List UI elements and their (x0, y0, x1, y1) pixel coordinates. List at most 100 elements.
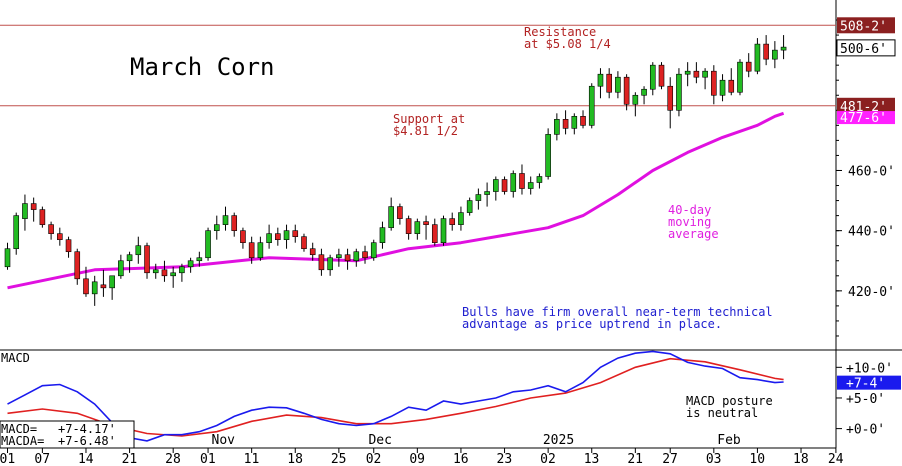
candle-up (257, 242, 264, 259)
candle-up (152, 269, 159, 274)
date-tick-label: 03 (706, 452, 722, 466)
date-tick-label: 24 (828, 452, 844, 466)
candle-up (327, 257, 333, 271)
candle-up (702, 70, 708, 78)
candle-up (466, 200, 473, 213)
chart-title: March Corn (130, 53, 275, 81)
candle-up (780, 46, 787, 51)
candle-up (649, 64, 656, 90)
ma-annotation-line1: 40-day (668, 203, 711, 217)
candle-down (30, 203, 37, 210)
date-tick-label: 02 (540, 452, 556, 466)
candle-up (554, 119, 560, 135)
candle-down (423, 221, 429, 225)
macd-title: MACD (1, 351, 30, 365)
macd-tick-label: +0-0' (846, 423, 885, 438)
macd-tick-label: +5-0' (846, 392, 885, 407)
candle-down (711, 70, 717, 96)
ma-annotation-line2: moving (668, 215, 711, 229)
date-tick-label: 18 (793, 452, 809, 466)
candle-down (65, 239, 72, 253)
candle-down (100, 284, 107, 289)
candle-up (484, 191, 490, 195)
date-tick-label: 07 (34, 452, 50, 466)
candle-down (501, 179, 508, 192)
macd-annotation-line2: is neutral (686, 406, 758, 420)
support-annotation-line1: Support at (393, 112, 465, 126)
candle-up (126, 254, 133, 262)
support-price-tag (837, 97, 895, 114)
candle-down (580, 116, 586, 126)
candle-down (562, 119, 569, 129)
candle-up (118, 260, 124, 277)
candle-up (91, 281, 98, 295)
ma-annotation-line3: average (668, 227, 719, 241)
comment-line2: advantage as price uptrend in place. (462, 317, 722, 331)
candle-up (179, 266, 185, 274)
candle-down (144, 245, 150, 274)
candle-up (737, 61, 743, 93)
candle-up (719, 79, 726, 96)
candle-down (362, 251, 368, 259)
resistance-price-label: 508-2' (840, 19, 887, 34)
candle-up (588, 85, 595, 126)
candle-down (693, 70, 700, 78)
macd-current-label: +7-4' (846, 377, 885, 392)
date-tick-label: 09 (409, 452, 425, 466)
month-label: Feb (717, 433, 741, 448)
candle-up (571, 116, 578, 129)
candle-up (187, 260, 194, 268)
date-tick-label: 01 (0, 452, 15, 466)
candle-up (22, 203, 28, 219)
candle-down (57, 233, 63, 240)
date-tick-label: 14 (78, 452, 94, 466)
resistance-annotation-line1: Resistance (524, 25, 596, 39)
date-tick-label: 18 (287, 452, 303, 466)
candle-up (632, 94, 639, 105)
candle-up (684, 70, 691, 75)
candle-up (353, 251, 360, 262)
candle-down (161, 269, 168, 277)
ma-price-tag (837, 111, 895, 125)
candle-down (606, 73, 612, 93)
month-label: Dec (368, 433, 391, 448)
candle-down (728, 79, 735, 93)
candle-down (745, 61, 752, 72)
resistance-price-tag (837, 17, 895, 34)
candle-up (196, 257, 203, 262)
macd-line (7, 350, 784, 442)
date-tick-label: 23 (497, 452, 513, 466)
candle-up (772, 49, 778, 60)
candle-down (83, 278, 89, 295)
date-tick-label: 11 (244, 452, 260, 466)
support-annotation-line2: $4.81 1/2 (393, 124, 458, 138)
candle-up (676, 73, 682, 111)
candle-down (519, 173, 525, 189)
candle-up (170, 272, 176, 277)
candle-up (283, 230, 290, 240)
macda-readout-label: MACDA= (1, 434, 44, 448)
price-tick-label: 440-0' (848, 225, 895, 240)
candle-down (658, 64, 665, 87)
candle-up (527, 182, 534, 189)
candle-up (641, 88, 647, 96)
candle-down (275, 233, 281, 240)
candle-up (545, 134, 551, 177)
candle-up (493, 179, 499, 192)
support-price-label: 481-2' (840, 100, 887, 115)
ma-price-label: 477-6' (840, 111, 887, 126)
candle-down (39, 209, 46, 225)
candle-down (248, 242, 255, 259)
candle-down (309, 248, 316, 256)
date-tick-label: 01 (200, 452, 216, 466)
candle-up (458, 212, 464, 225)
date-tick-label: 10 (749, 452, 765, 466)
candle-up (135, 245, 142, 256)
month-label: 2025 (543, 433, 574, 448)
candle-down (667, 85, 674, 111)
candle-up (379, 227, 386, 243)
candle-down (449, 218, 456, 225)
candle-up (440, 218, 447, 243)
candle-up (615, 76, 621, 93)
resistance-annotation-line2: at $5.08 1/4 (524, 37, 611, 51)
